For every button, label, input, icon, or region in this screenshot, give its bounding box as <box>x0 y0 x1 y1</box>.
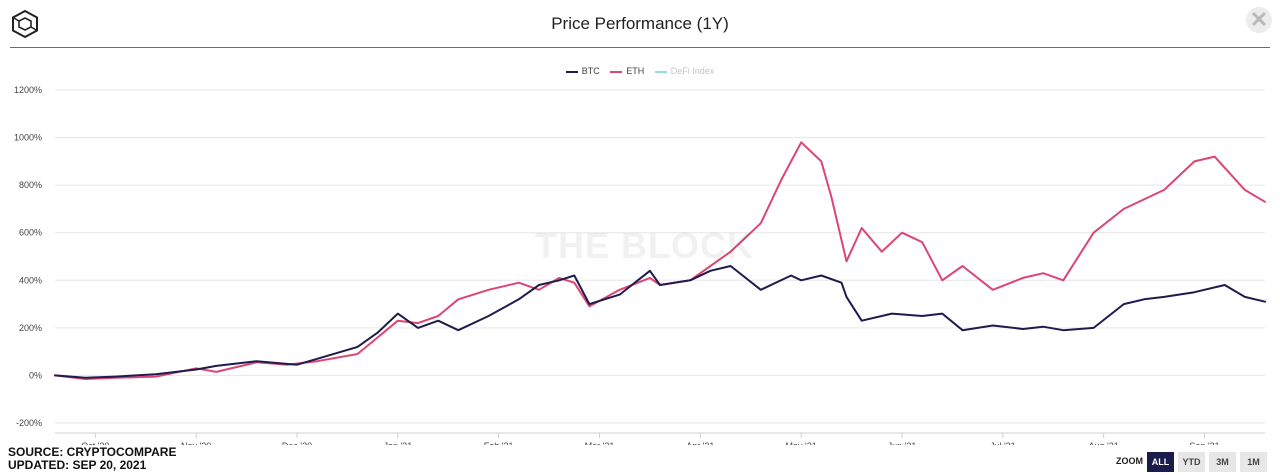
legend-swatch-eth <box>610 70 623 73</box>
legend-item-eth[interactable]: ETH <box>610 66 644 76</box>
x-tick-label: Jun '21 <box>888 441 917 445</box>
source-label: SOURCE: CRYPTOCOMPARE <box>8 445 177 459</box>
y-tick-label: 1200% <box>14 85 42 95</box>
x-tick-label: Jan '21 <box>383 441 412 445</box>
close-button[interactable]: ✕ <box>1246 7 1272 33</box>
legend-item-defi[interactable]: DeFi Index <box>654 66 715 76</box>
x-tick-label: Dec '20 <box>282 441 312 445</box>
chart-legend: BTC ETH DeFi Index <box>0 66 1280 76</box>
x-tick-label: Jul '21 <box>990 441 1016 445</box>
x-tick-label: Oct '20 <box>81 441 109 445</box>
zoom-1m-button[interactable]: 1M <box>1240 452 1267 472</box>
chart-header: Price Performance (1Y) ✕ <box>0 0 1280 48</box>
y-tick-label: 200% <box>19 323 42 333</box>
x-tick-label: May '21 <box>786 441 817 445</box>
y-tick-label: 400% <box>19 275 42 285</box>
legend-item-btc[interactable]: BTC <box>565 66 600 76</box>
zoom-label: ZOOM <box>1116 456 1143 466</box>
x-tick-label: Sep '21 <box>1189 441 1219 445</box>
close-icon: ✕ <box>1249 7 1269 32</box>
x-tick-label: Nov '20 <box>181 441 211 445</box>
updated-label: UPDATED: SEP 20, 2021 <box>8 458 147 472</box>
legend-swatch-btc <box>565 70 578 73</box>
zoom-ytd-button[interactable]: YTD <box>1178 452 1205 472</box>
x-tick-label: Mar '21 <box>585 441 615 445</box>
y-tick-label: -200% <box>16 418 42 428</box>
the-block-cube-logo-icon[interactable] <box>10 9 40 39</box>
legend-swatch-defi <box>654 70 667 73</box>
header-divider <box>10 47 1270 48</box>
price-performance-chart: -200% 0% 200% 400% 600% 800% 1000% 1200% Oct '20… <box>14 85 1266 445</box>
y-tick-label: 0% <box>29 370 42 380</box>
zoom-all-button[interactable]: ALL <box>1147 452 1174 472</box>
x-tick-label: Apr '21 <box>686 441 714 445</box>
y-tick-label: 1000% <box>14 133 42 143</box>
legend-label-defi: DeFi Index <box>670 66 715 76</box>
x-tick-label: Feb '21 <box>484 441 514 445</box>
legend-label-eth: ETH <box>626 66 645 76</box>
y-tick-label: 800% <box>19 180 42 190</box>
zoom-3m-button[interactable]: 3M <box>1209 452 1236 472</box>
legend-label-btc: BTC <box>581 66 600 76</box>
source-note: SOURCE: CRYPTOCOMPARE UPDATED: SEP 20, 2… <box>8 446 176 472</box>
watermark: THE BLOCK <box>535 225 754 266</box>
x-tick-label: Aug '21 <box>1089 441 1119 445</box>
page-title: Price Performance (1Y) <box>551 14 729 33</box>
series-line-eth <box>54 141 1266 380</box>
series-line-btc <box>54 265 1266 379</box>
y-tick-label: 600% <box>19 228 42 238</box>
